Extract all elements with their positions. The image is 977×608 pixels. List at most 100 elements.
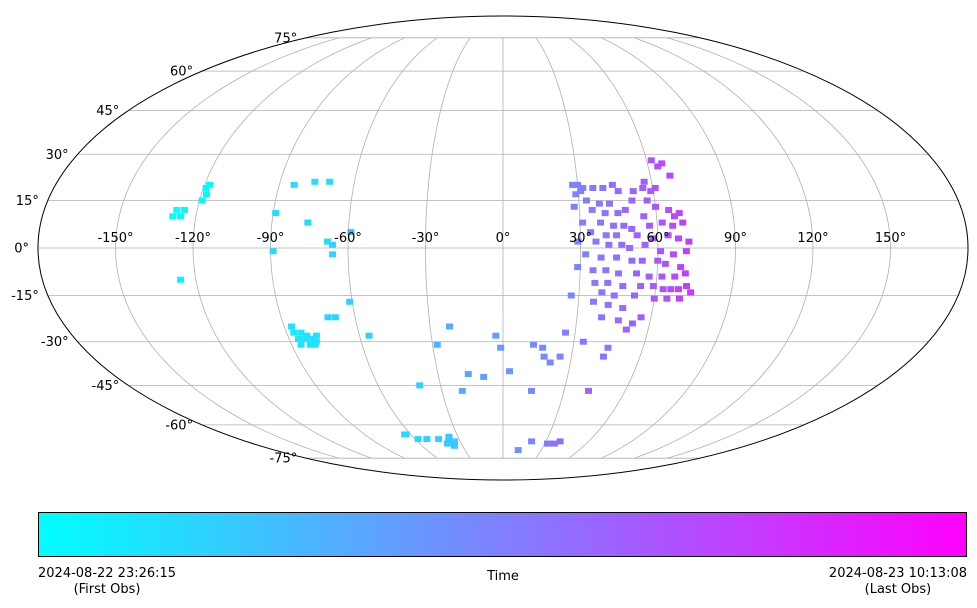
observation-point xyxy=(329,251,337,258)
observation-points xyxy=(169,157,695,454)
observation-point xyxy=(597,254,605,261)
observation-point xyxy=(681,270,689,277)
observation-point xyxy=(540,353,548,360)
observation-point xyxy=(311,178,319,185)
observation-point xyxy=(311,341,319,348)
observation-point xyxy=(605,241,613,248)
observation-point xyxy=(675,295,683,302)
observation-point xyxy=(269,248,277,255)
observation-point xyxy=(180,206,188,213)
observation-point xyxy=(574,264,582,271)
meridian-line xyxy=(601,37,736,459)
observation-point xyxy=(682,248,690,255)
observation-point xyxy=(604,344,612,351)
observation-point xyxy=(598,314,606,321)
observation-point xyxy=(663,295,671,302)
observation-point xyxy=(567,292,575,299)
observation-point xyxy=(620,222,628,229)
observation-point xyxy=(589,298,597,305)
observation-point xyxy=(649,235,657,242)
observation-point xyxy=(539,344,547,351)
observation-point xyxy=(654,163,662,170)
observation-point xyxy=(543,440,551,447)
observation-point xyxy=(450,442,458,449)
observation-point xyxy=(661,260,669,267)
observation-point xyxy=(638,257,646,264)
observation-point xyxy=(613,254,621,261)
observation-point xyxy=(290,329,298,336)
observation-point xyxy=(619,283,627,290)
lat-tick-label: 60° xyxy=(170,65,193,80)
observation-point xyxy=(619,305,627,311)
observation-point xyxy=(329,241,337,248)
observation-point xyxy=(346,298,354,305)
observation-point xyxy=(365,332,373,339)
observation-point xyxy=(288,323,296,330)
observation-point xyxy=(621,206,629,213)
graticule xyxy=(38,37,968,459)
observation-point xyxy=(579,185,587,191)
observation-point xyxy=(416,382,424,389)
observation-point xyxy=(577,188,585,195)
lon-tick-label: 150° xyxy=(875,231,906,246)
observation-point xyxy=(604,301,612,308)
observation-point xyxy=(497,344,505,351)
observation-point xyxy=(641,241,649,248)
observation-point xyxy=(677,264,685,271)
observation-point xyxy=(622,326,630,333)
observation-point xyxy=(492,332,500,339)
observation-point xyxy=(303,332,311,339)
observation-point xyxy=(589,267,597,274)
observation-point xyxy=(464,371,472,378)
colorbar-title: Time xyxy=(487,569,519,584)
tick-labels: -150° -120° -90° -60° -30° 0° 30° 60° 90° 120° 150… xyxy=(11,31,906,466)
observation-point xyxy=(546,359,554,366)
observation-point xyxy=(628,225,636,232)
observation-point xyxy=(272,210,280,217)
observation-point xyxy=(423,436,431,443)
observation-point xyxy=(528,438,536,445)
observation-point xyxy=(604,279,612,286)
observation-point xyxy=(312,332,320,339)
observation-point xyxy=(628,257,636,264)
observation-point xyxy=(312,338,320,345)
observation-point xyxy=(599,185,607,191)
observation-point xyxy=(671,273,679,280)
observation-point xyxy=(458,387,466,394)
observation-point xyxy=(610,292,618,299)
observation-point xyxy=(177,213,185,220)
observation-point xyxy=(614,188,622,195)
observation-point xyxy=(592,238,600,245)
observation-point xyxy=(602,267,610,274)
observation-point xyxy=(630,292,638,299)
meridian-line xyxy=(568,37,659,459)
observation-point xyxy=(649,283,657,290)
observation-point xyxy=(633,270,641,277)
observation-point xyxy=(173,206,181,213)
observation-point xyxy=(206,181,214,188)
observation-point xyxy=(647,157,655,164)
observation-point xyxy=(687,289,695,296)
observation-point xyxy=(574,238,582,245)
first-obs-caption: (First Obs) xyxy=(73,582,141,597)
observation-point xyxy=(480,373,488,380)
observation-point xyxy=(685,238,693,245)
observation-point xyxy=(326,178,334,185)
observation-point xyxy=(347,229,355,236)
lat-tick-label: 0° xyxy=(14,242,29,257)
observation-point xyxy=(582,197,590,204)
observation-point xyxy=(628,197,636,204)
observation-point xyxy=(614,317,622,324)
observation-point xyxy=(309,335,317,342)
observation-point xyxy=(664,232,672,239)
lat-tick-label: 30° xyxy=(46,148,69,163)
observation-point xyxy=(556,438,564,445)
observation-point xyxy=(445,433,453,440)
lat-tick-label: -30° xyxy=(41,335,69,350)
observation-point xyxy=(591,279,599,286)
observation-point xyxy=(446,323,454,330)
observation-point xyxy=(657,248,665,255)
lat-tick-label: 45° xyxy=(96,104,119,119)
colorbar-start-label: 2024-08-22 23:26:15 (First Obs) xyxy=(38,566,176,598)
observation-point xyxy=(669,222,677,229)
